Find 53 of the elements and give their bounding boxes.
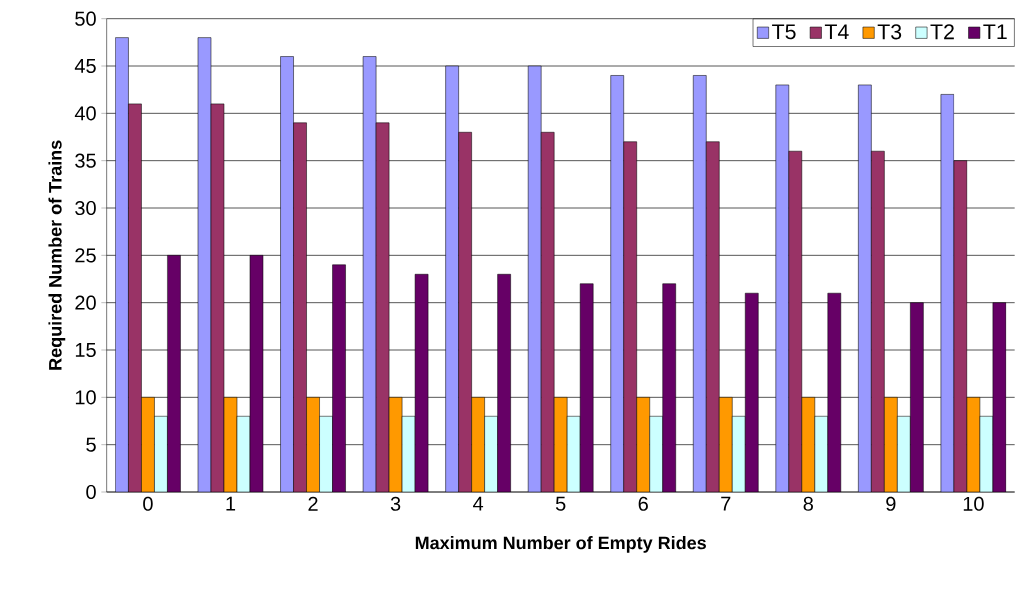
- bar: [154, 416, 168, 492]
- y-tick-label: 10: [75, 390, 96, 405]
- y-tick-label: 30: [75, 200, 96, 216]
- bar: [332, 264, 346, 492]
- bar: [897, 416, 911, 492]
- bar: [910, 302, 924, 492]
- x-axis-title: Maximum Number of Empty Rides: [415, 536, 706, 553]
- x-tick-label: 6: [638, 496, 648, 511]
- bar: [319, 416, 333, 492]
- bar: [662, 283, 676, 492]
- x-tick-label: 8: [803, 496, 813, 511]
- x-tick-label: 10: [963, 496, 984, 511]
- legend-label: T3: [877, 24, 902, 40]
- x-tick-label: 1: [226, 496, 236, 511]
- bar: [280, 56, 294, 492]
- y-tick-label: 0: [86, 484, 96, 500]
- bar: [827, 292, 842, 492]
- y-tick-label: 5: [86, 437, 96, 452]
- x-tick-label: 7: [721, 496, 731, 511]
- y-tick-label: 35: [75, 153, 96, 168]
- y-tick-label: 50: [75, 11, 96, 26]
- y-tick-label: 40: [74, 106, 96, 121]
- bar: [732, 416, 746, 492]
- y-tick-label: 25: [75, 248, 96, 263]
- x-tick-label: 4: [473, 496, 484, 511]
- y-axis-title: Required Number of Trains: [48, 140, 66, 370]
- x-tick-label: 3: [390, 496, 401, 511]
- y-tick-label: 45: [74, 59, 96, 73]
- bar: [744, 292, 759, 492]
- y-tick-label: 15: [75, 343, 96, 357]
- bar: [484, 416, 498, 492]
- bar: [649, 416, 663, 492]
- x-tick-label: 0: [143, 496, 153, 511]
- legend-label: T2: [930, 24, 954, 40]
- legend-label: T4: [824, 24, 849, 40]
- x-tick-label: 2: [308, 496, 318, 511]
- bar: [167, 255, 181, 492]
- bar: [579, 283, 594, 492]
- y-tick-label: 20: [75, 295, 96, 310]
- bar: [497, 274, 511, 492]
- bar: [775, 84, 790, 492]
- bar: [115, 37, 129, 492]
- legend-label: T1: [983, 24, 1007, 40]
- bar: [566, 416, 581, 492]
- bar: [527, 65, 542, 492]
- bar: [692, 75, 707, 492]
- bar: [445, 65, 459, 492]
- legend-label: T5: [772, 24, 796, 40]
- x-tick-label: 9: [886, 496, 896, 511]
- x-tick-label: 5: [555, 496, 566, 511]
- bar: [814, 416, 829, 492]
- bar: [610, 75, 624, 492]
- bar: [858, 84, 872, 492]
